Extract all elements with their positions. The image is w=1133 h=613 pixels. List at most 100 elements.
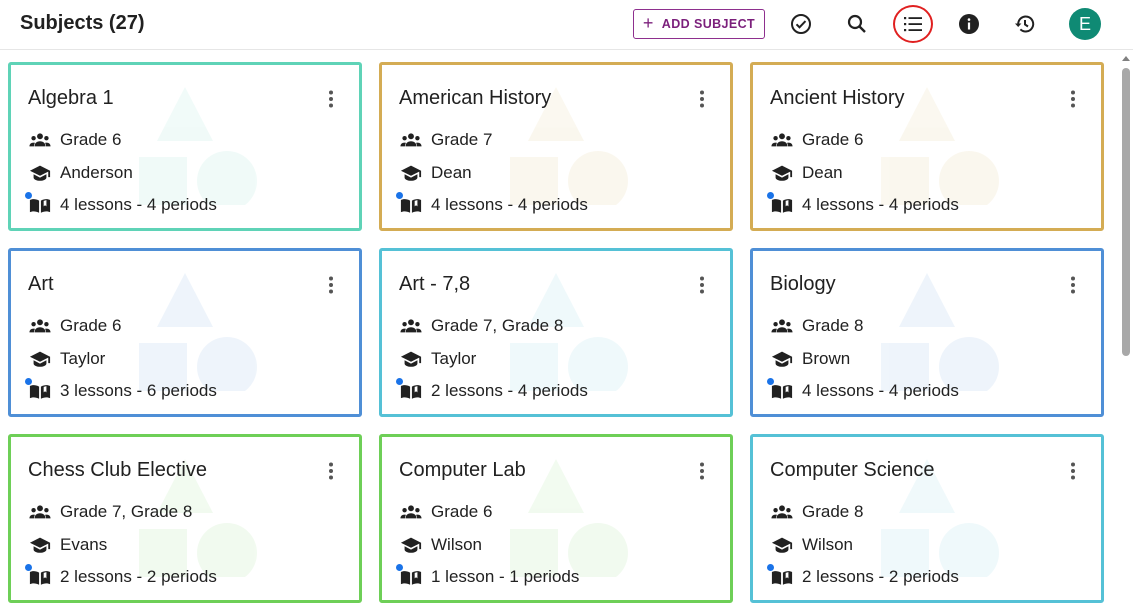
graduation-cap-icon [399, 535, 423, 555]
teacher-text: Taylor [431, 349, 477, 368]
more-options-icon[interactable] [1064, 88, 1082, 110]
more-options-icon[interactable] [322, 88, 340, 110]
teacher-text: Dean [802, 163, 843, 182]
more-options-icon[interactable] [1064, 460, 1082, 482]
book-icon [25, 564, 52, 587]
subject-name: Computer Science [770, 459, 935, 481]
scroll-thumb[interactable] [1122, 68, 1130, 356]
more-options-icon[interactable] [322, 460, 340, 482]
book-icon [767, 192, 794, 215]
status-dot [767, 378, 774, 385]
teacher-text: Taylor [60, 349, 106, 368]
shapes-watermark-icon [881, 87, 999, 205]
subject-name: Computer Lab [399, 459, 526, 481]
grades-text: Grade 8 [802, 502, 864, 521]
teacher-row: Evans [28, 534, 107, 556]
schedule-text: 2 lessons - 2 periods [60, 567, 217, 586]
more-options-icon[interactable] [693, 88, 711, 110]
page-title: Subjects (27) [20, 12, 145, 34]
subject-name: Ancient History [770, 87, 905, 109]
grades-row: Grade 6 [770, 129, 863, 151]
teacher-row: Wilson [399, 534, 482, 556]
subject-card[interactable]: Art - 7,8 Grade 7, Grade 8 Taylor 2 less… [379, 248, 733, 417]
graduation-cap-icon [770, 535, 794, 555]
add-subject-button[interactable]: + ADD SUBJECT [633, 9, 765, 39]
history-icon[interactable] [1008, 7, 1042, 41]
shapes-watermark-icon [139, 459, 257, 577]
schedule-text: 4 lessons - 4 periods [60, 195, 217, 214]
teacher-row: Taylor [28, 348, 105, 370]
info-icon[interactable] [952, 7, 986, 41]
schedule-row: 2 lessons - 2 periods [767, 564, 959, 588]
teacher-row: Brown [770, 348, 850, 370]
search-icon[interactable] [840, 7, 874, 41]
teacher-row: Wilson [770, 534, 853, 556]
subject-card[interactable]: Computer Science Grade 8 Wilson 2 lesson… [750, 434, 1104, 603]
subject-name: Biology [770, 273, 836, 295]
shapes-watermark-icon [510, 459, 628, 577]
grades-text: Grade 7, Grade 8 [431, 316, 564, 335]
schedule-text: 2 lessons - 4 periods [431, 381, 588, 400]
groups-icon [28, 130, 52, 150]
teacher-row: Anderson [28, 162, 133, 184]
teacher-text: Wilson [431, 535, 483, 554]
schedule-row: 4 lessons - 4 periods [767, 192, 959, 216]
subject-name: Algebra 1 [28, 87, 114, 109]
schedule-text: 4 lessons - 4 periods [431, 195, 588, 214]
book-icon [396, 378, 423, 401]
schedule-text: 2 lessons - 2 periods [802, 567, 959, 586]
grades-row: Grade 7, Grade 8 [28, 501, 192, 523]
groups-icon [770, 316, 794, 336]
teacher-row: Dean [770, 162, 843, 184]
avatar[interactable]: E [1069, 8, 1101, 40]
scrollbar[interactable] [1122, 52, 1130, 613]
teacher-text: Wilson [802, 535, 854, 554]
highlight-circle [893, 5, 933, 43]
grades-row: Grade 8 [770, 501, 863, 523]
schedule-row: 2 lessons - 2 periods [25, 564, 217, 588]
teacher-text: Dean [431, 163, 472, 182]
subject-card[interactable]: Ancient History Grade 6 Dean 4 lessons -… [750, 62, 1104, 231]
status-dot [767, 192, 774, 199]
graduation-cap-icon [28, 163, 52, 183]
schedule-row: 4 lessons - 4 periods [396, 192, 588, 216]
grades-text: Grade 6 [802, 130, 864, 149]
shapes-watermark-icon [510, 273, 628, 391]
subject-card[interactable]: American History Grade 7 Dean 4 lessons … [379, 62, 733, 231]
schedule-text: 4 lessons - 4 periods [802, 195, 959, 214]
graduation-cap-icon [770, 349, 794, 369]
subject-card[interactable]: Algebra 1 Grade 6 Anderson 4 lessons - 4… [8, 62, 362, 231]
teacher-row: Dean [399, 162, 472, 184]
schedule-text: 3 lessons - 6 periods [60, 381, 217, 400]
shapes-watermark-icon [139, 87, 257, 205]
subject-card[interactable]: Biology Grade 8 Brown 4 lessons - 4 peri… [750, 248, 1104, 417]
subject-card[interactable]: Computer Lab Grade 6 Wilson 1 lesson - 1… [379, 434, 733, 603]
grades-row: Grade 7 [399, 129, 492, 151]
scroll-up-arrow-icon[interactable] [1122, 56, 1130, 61]
teacher-row: Taylor [399, 348, 476, 370]
grades-row: Grade 6 [28, 315, 121, 337]
status-dot [767, 564, 774, 571]
grades-row: Grade 6 [28, 129, 121, 151]
groups-icon [28, 502, 52, 522]
check-circle-icon[interactable] [784, 7, 818, 41]
teacher-text: Evans [60, 535, 108, 554]
grades-text: Grade 8 [802, 316, 864, 335]
graduation-cap-icon [28, 349, 52, 369]
subject-card[interactable]: Art Grade 6 Taylor 3 lessons - 6 periods [8, 248, 362, 417]
schedule-text: 1 lesson - 1 periods [431, 567, 580, 586]
more-options-icon[interactable] [1064, 274, 1082, 296]
subject-name: American History [399, 87, 552, 109]
status-dot [396, 564, 403, 571]
book-icon [396, 192, 423, 215]
groups-icon [28, 316, 52, 336]
graduation-cap-icon [399, 349, 423, 369]
more-options-icon[interactable] [693, 460, 711, 482]
more-options-icon[interactable] [693, 274, 711, 296]
subject-card[interactable]: Chess Club Elective Grade 7, Grade 8 Eva… [8, 434, 362, 603]
grades-row: Grade 6 [399, 501, 492, 523]
top-bar: Subjects (27) + ADD SUBJECT E [0, 0, 1133, 50]
more-options-icon[interactable] [322, 274, 340, 296]
grades-text: Grade 6 [60, 130, 122, 149]
schedule-row: 2 lessons - 4 periods [396, 378, 588, 402]
